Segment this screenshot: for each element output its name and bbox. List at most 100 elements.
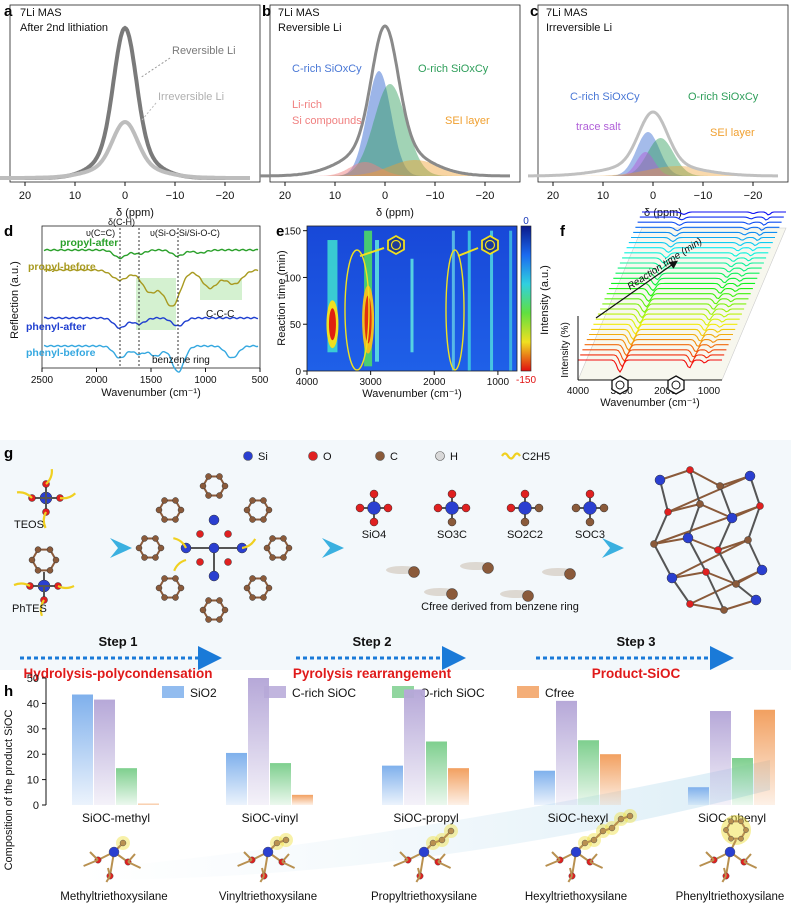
panel-d-annot-cc: υ(C=C) (86, 228, 115, 238)
bond (747, 539, 763, 571)
waterfall-line (591, 328, 736, 341)
legend-label: O (323, 451, 332, 463)
panel-h-precursor-molecules (83, 809, 758, 883)
tick-label: 0 (382, 190, 388, 202)
bond (243, 851, 253, 861)
atom (216, 473, 223, 480)
bond (705, 571, 737, 585)
atom (585, 489, 595, 499)
tick-label: −10 (166, 190, 185, 202)
bond (399, 851, 409, 861)
panel-c-frame (537, 4, 789, 183)
atom (161, 516, 168, 523)
bond (689, 469, 721, 487)
atom (208, 514, 220, 526)
bond (689, 469, 701, 505)
panel-e: e 4000 3000 2000 1000 150 100 50 0 Wavenumber … (276, 216, 551, 400)
ethyl-chain (45, 468, 53, 485)
atom (738, 818, 744, 825)
atom (172, 594, 179, 601)
precursor-label: Hexyltriethoxysilane (525, 891, 627, 903)
tick-label: 500 (252, 375, 269, 386)
panel-f-ylabel: Intensity (%) (560, 322, 571, 378)
panel-d-annot-ccc: C-C-C (206, 309, 234, 320)
atom (756, 502, 764, 510)
atom (433, 503, 443, 513)
atom (518, 501, 532, 515)
bond (569, 867, 573, 877)
waterfall-line (617, 267, 762, 275)
atom (243, 506, 251, 514)
panel-c-trace-salt-peak (528, 152, 778, 176)
bar-c-rich-sioc (404, 689, 425, 805)
panel-c: c 7Li MAS Irreversible Li 20 10 0 −10 −20 δ … (528, 3, 789, 219)
panel-a-pointer-2 (141, 102, 157, 121)
atom (46, 546, 54, 553)
bond (743, 861, 758, 869)
atom (280, 535, 287, 542)
atom (265, 584, 273, 592)
panel-letter-c: c (530, 3, 538, 20)
bond (127, 861, 142, 869)
panel-g-step-2: Step 2 (352, 634, 391, 649)
panel-c-label-trace-salt: trace salt (576, 121, 621, 133)
panel-e-arrow-1 (359, 247, 385, 257)
panel-b-li-rich-peak (260, 162, 510, 176)
bond (281, 861, 296, 869)
tick-label: −20 (476, 190, 495, 202)
panel-b-o-rich-peak (260, 84, 510, 176)
tick-label: 10 (27, 775, 39, 787)
panel-h: h SiO2 C-rich SiOC O-rich SiOC Cfree 50 40 30… (3, 673, 784, 903)
tick-label: 50 (290, 320, 302, 331)
atom (199, 606, 207, 614)
tick-label: 50 (27, 673, 39, 685)
waterfall-line (631, 236, 775, 243)
panel-g-step-title-2: Pyrolysis rearrangement (293, 666, 452, 681)
atom (599, 503, 609, 513)
precursor-label: Propyltriethoxysilane (371, 891, 477, 903)
atom (369, 517, 379, 527)
process-arrow-icon (110, 538, 132, 558)
atom (52, 556, 60, 564)
bar-cfree (448, 768, 469, 805)
tick-label: 4000 (567, 386, 590, 397)
atom (744, 536, 752, 544)
atom (732, 580, 740, 588)
tick-label: −20 (744, 190, 763, 202)
atom (506, 503, 516, 513)
panel-e-xticks: 4000 3000 2000 1000 (296, 371, 509, 388)
bond (671, 571, 707, 579)
panel-e-colorbar-label: Intensity (a.u.) (539, 265, 551, 335)
panel-d-series-line (43, 268, 259, 307)
bar-o-rich-sioc (732, 758, 753, 805)
atom (172, 497, 179, 504)
atom (743, 827, 749, 833)
tick-label: 100 (284, 273, 301, 284)
legend-label: C (390, 451, 398, 463)
bond (653, 537, 689, 545)
legend-label: C-rich SiOC (292, 686, 356, 700)
bond (717, 517, 733, 551)
panel-d: d 2500 2000 1500 1000 500 Wavenumber (cm⁻¹) … (4, 217, 269, 399)
panel-c-label-c-rich: C-rich SiOxCy (570, 91, 640, 103)
panel-c-title-line1: 7Li MAS (546, 7, 588, 19)
panel-g-unit-0: SiO4 (362, 529, 386, 541)
bond (723, 599, 757, 611)
tick-label: 20 (19, 190, 31, 202)
atom (157, 544, 165, 552)
atom (161, 594, 168, 601)
atom (221, 606, 229, 614)
waterfall-line (639, 216, 784, 221)
tick-label: 20 (27, 749, 39, 761)
waterfall-line (608, 288, 753, 297)
atom (446, 588, 458, 600)
bond (417, 867, 421, 877)
panel-b-label-li-rich: Li-rich (292, 99, 322, 111)
atom (626, 812, 634, 820)
atom (155, 584, 163, 592)
atom (744, 470, 756, 482)
bond (699, 503, 733, 519)
atom (520, 517, 530, 527)
waterfall-line (597, 313, 742, 324)
